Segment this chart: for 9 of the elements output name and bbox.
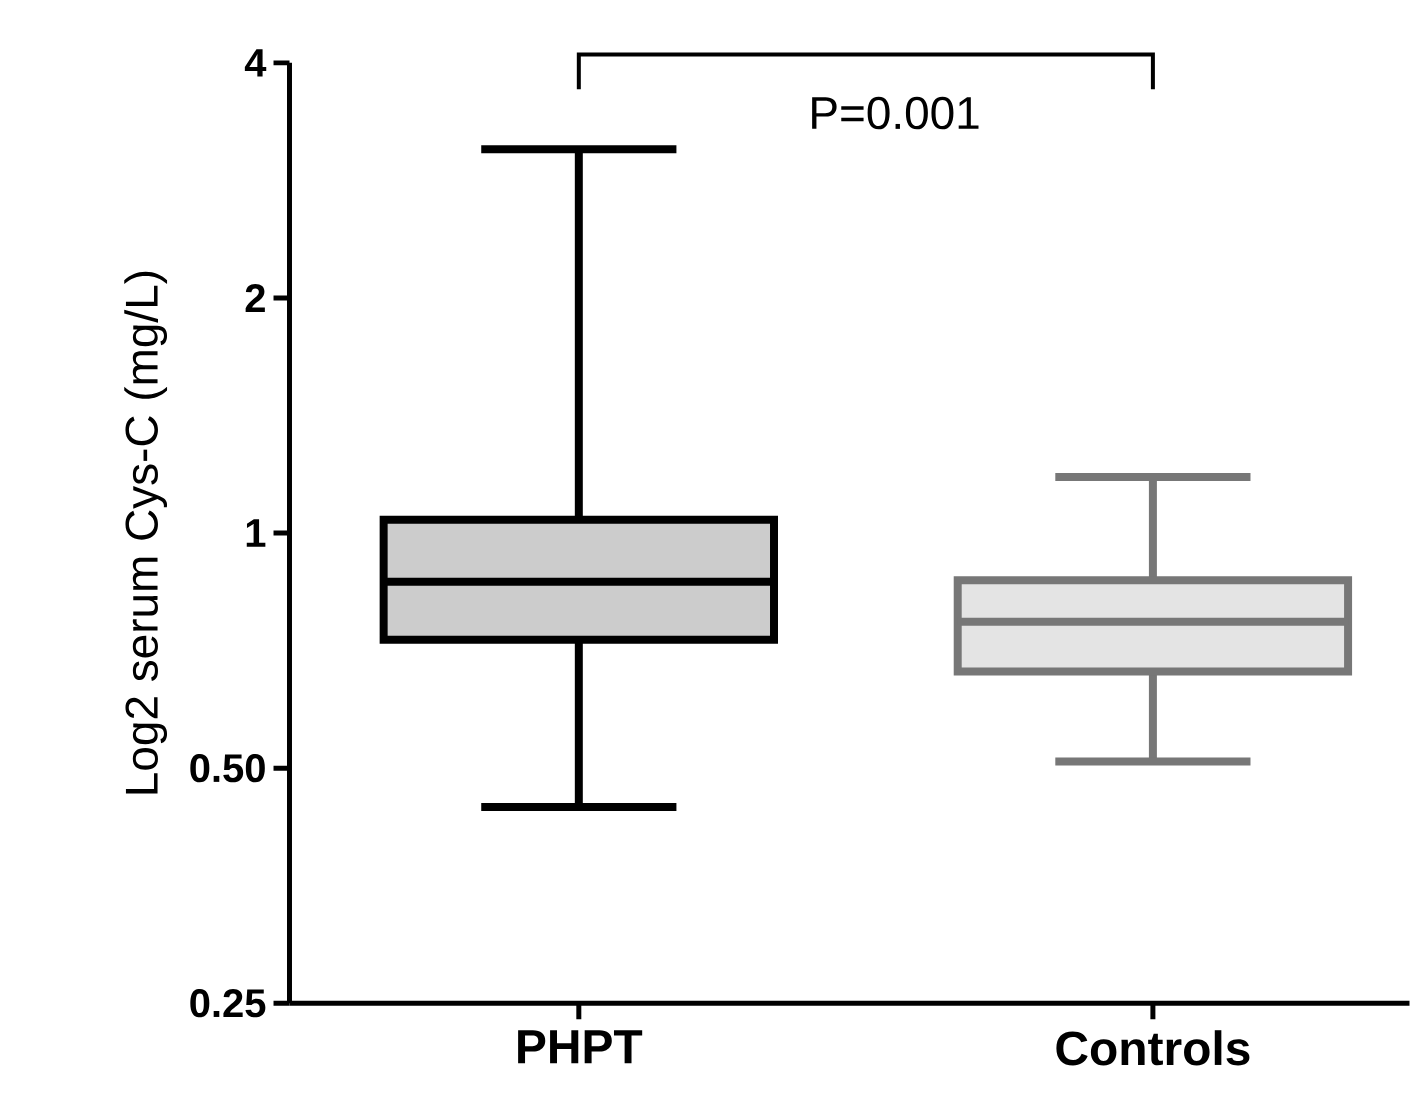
y-tick-label: 2 [245, 284, 265, 312]
y-axis-title: Log2 serum Cys-C (mg/L) [124, 271, 168, 794]
y-tick-label: 4 [244, 49, 267, 77]
annotation: P=0.001 [812, 96, 979, 130]
y-tick-label: 0.25 [190, 989, 266, 1018]
x-tick-label: Controls [1056, 1030, 1250, 1066]
y-tick-label: 0.50 [190, 754, 265, 783]
x-tick-label: PHPT [518, 1030, 643, 1064]
y-tick-label: 1 [246, 519, 266, 547]
